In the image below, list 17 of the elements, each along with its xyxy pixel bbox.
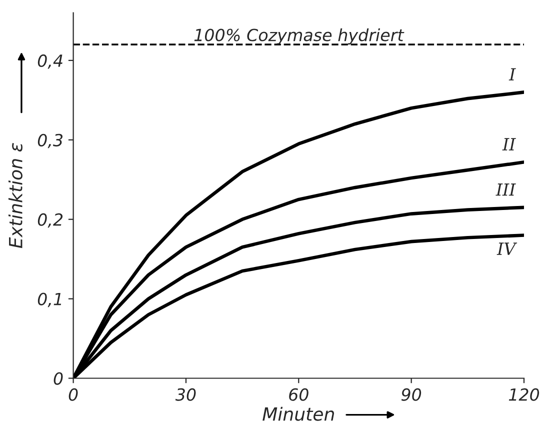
series-label: IV <box>496 242 518 255</box>
x-tick-label: 0 <box>68 388 78 401</box>
x-tick-label: 120 <box>508 388 540 401</box>
y-tick-label: 0,1 <box>38 292 62 308</box>
series-label: III <box>496 183 516 196</box>
y-axis-title: Extinktion ε <box>8 143 22 248</box>
ref-line-label: 100% Cozymase hydriert <box>194 28 404 45</box>
y-tick-label: 0,4 <box>38 54 62 69</box>
x-tick-label: 60 <box>289 388 308 401</box>
series-label: I <box>508 68 516 80</box>
x-tick-label: 90 <box>401 388 422 401</box>
x-tick-label: 30 <box>175 388 196 401</box>
x-axis-title: Minuten <box>262 406 334 421</box>
y-tick-label: 0 <box>54 372 63 385</box>
y-tick-label: 0,3 <box>38 134 63 148</box>
y-tick-label: 0,2 <box>38 213 63 228</box>
series-label: II <box>502 138 516 150</box>
